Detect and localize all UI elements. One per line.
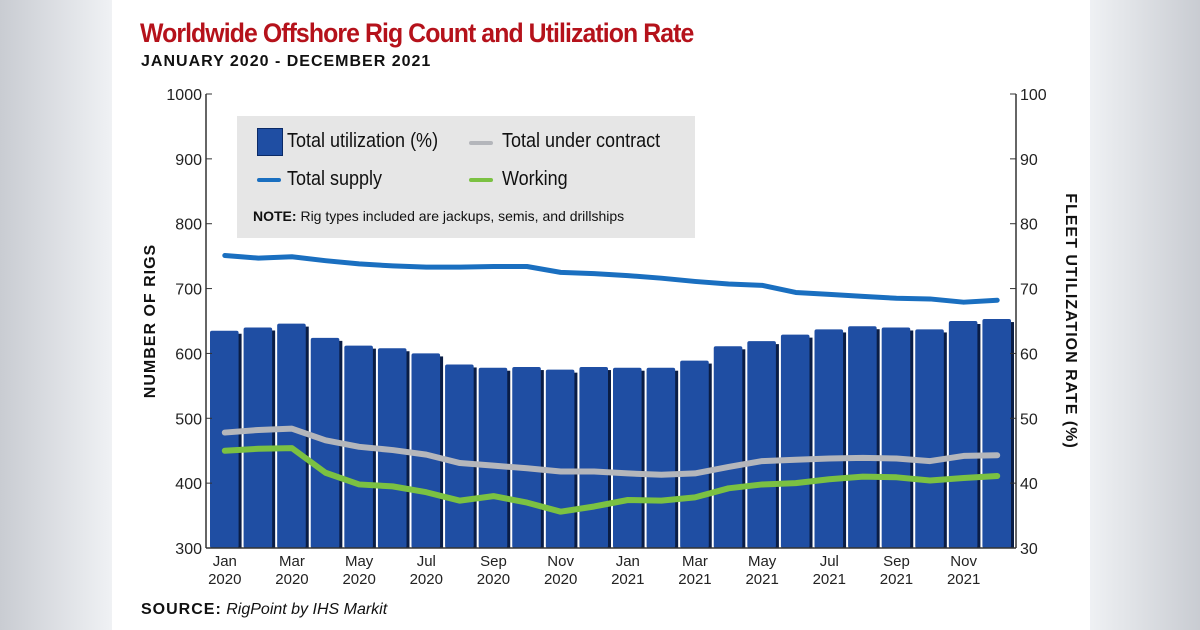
- bar: [646, 367, 676, 548]
- chart-title: Worldwide Offshore Rig Count and Utiliza…: [140, 18, 694, 48]
- bar: [915, 329, 944, 548]
- note-text: Rig types included are jackups, semis, a…: [296, 208, 625, 224]
- bar: [411, 353, 441, 548]
- line-working: [221, 445, 1001, 515]
- bar: [478, 367, 508, 548]
- x-tick-label-year: 2020: [410, 571, 443, 588]
- x-tick-label-month: Mar: [682, 553, 708, 570]
- x-tick-label-month: Jul: [820, 553, 839, 570]
- line-total-under-contract: [221, 425, 1001, 478]
- legend-label-utilization: Total utilization (%): [287, 130, 439, 152]
- legend: Total utilization (%) Total under contra…: [237, 116, 695, 238]
- bar: [445, 364, 474, 548]
- y-tick-label-left: 300: [175, 541, 202, 558]
- y-axis-label-left: NUMBER OF RIGS: [142, 244, 159, 398]
- legend-note: NOTE: Rig types included are jackups, se…: [253, 208, 624, 224]
- source-note: SOURCE: RigPoint by IHS Markit: [141, 601, 387, 619]
- y-tick-label-right: 90: [1020, 152, 1038, 169]
- y-tick-label-right: 40: [1020, 476, 1038, 493]
- x-tick-label-year: 2021: [880, 571, 913, 588]
- x-tick-label-year: 2020: [275, 571, 308, 588]
- legend-swatch-working: [469, 178, 493, 182]
- legend-label-working: Working: [502, 168, 568, 190]
- chart-subtitle: JANUARY 2020 - DECEMBER 2021: [141, 53, 432, 70]
- note-label: NOTE:: [253, 208, 297, 224]
- x-tick-label-year: 2020: [342, 571, 375, 588]
- x-tick-label-year: 2021: [611, 571, 644, 588]
- y-tick-label-left: 500: [175, 411, 202, 428]
- legend-swatch-supply: [257, 178, 281, 182]
- y-tick-label-right: 100: [1020, 87, 1047, 104]
- x-tick-label-year: 2021: [813, 571, 846, 588]
- line-total-supply: [222, 252, 1000, 305]
- x-tick-label-year: 2020: [544, 571, 577, 588]
- x-tick-label-month: May: [748, 553, 777, 570]
- legend-swatch-under-contract: [469, 141, 493, 145]
- y-tick-label-right: 80: [1020, 217, 1038, 234]
- bar: [814, 329, 844, 548]
- legend-label-supply: Total supply: [287, 168, 383, 190]
- x-tick-label-month: Nov: [547, 553, 574, 570]
- y-axis-label-right: FLEET UTILIZATION RATE (%): [1062, 193, 1079, 449]
- y-tick-label-right: 50: [1020, 411, 1038, 428]
- legend-swatch-utilization: [257, 128, 283, 156]
- x-tick-label-year: 2021: [678, 571, 711, 588]
- x-tick-label-month: May: [345, 553, 374, 570]
- source-text: RigPoint by IHS Markit: [226, 601, 388, 618]
- bar: [243, 327, 273, 548]
- y-tick-label-right: 30: [1020, 541, 1038, 558]
- bar: [881, 327, 911, 548]
- x-tick-label-month: Mar: [279, 553, 305, 570]
- x-tick-label-month: Jan: [213, 553, 237, 570]
- y-tick-label-right: 60: [1020, 346, 1038, 363]
- y-tick-label-left: 800: [175, 217, 202, 234]
- bar: [747, 341, 776, 548]
- y-tick-label-left: 400: [175, 476, 202, 493]
- x-tick-label-month: Sep: [883, 553, 910, 570]
- x-tick-label-year: 2021: [947, 571, 980, 588]
- bar: [512, 367, 541, 548]
- x-tick-label-month: Nov: [950, 553, 977, 570]
- y-tick-label-right: 70: [1020, 282, 1038, 299]
- bar: [680, 360, 709, 548]
- x-tick-label-year: 2021: [745, 571, 778, 588]
- x-tick-label-month: Jan: [616, 553, 640, 570]
- bar: [848, 326, 877, 548]
- bar: [579, 367, 608, 548]
- bar: [780, 334, 810, 548]
- bar: [948, 321, 978, 548]
- x-tick-label-month: Sep: [480, 553, 507, 570]
- source-label: SOURCE:: [141, 601, 222, 618]
- x-tick-label-year: 2020: [208, 571, 241, 588]
- bar: [545, 369, 575, 548]
- x-tick-label-month: Jul: [417, 553, 436, 570]
- y-tick-label-left: 1000: [166, 87, 202, 104]
- y-tick-label-left: 700: [175, 282, 202, 299]
- y-tick-label-left: 900: [175, 152, 202, 169]
- legend-label-under-contract: Total under contract: [502, 130, 661, 152]
- x-tick-label-year: 2020: [477, 571, 510, 588]
- bar: [613, 367, 642, 548]
- bar: [982, 319, 1011, 548]
- bar: [210, 330, 239, 548]
- bar: [277, 323, 306, 548]
- bar: [713, 346, 743, 548]
- y-tick-label-left: 600: [175, 346, 202, 363]
